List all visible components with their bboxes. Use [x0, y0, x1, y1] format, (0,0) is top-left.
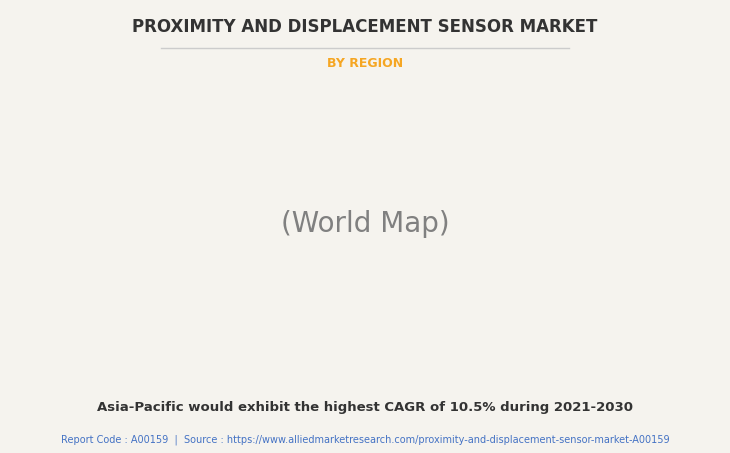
Text: Report Code : A00159  |  Source : https://www.alliedmarketresearch.com/proximity: Report Code : A00159 | Source : https://…: [61, 435, 669, 445]
Text: PROXIMITY AND DISPLACEMENT SENSOR MARKET: PROXIMITY AND DISPLACEMENT SENSOR MARKET: [132, 18, 598, 36]
Text: (World Map): (World Map): [281, 210, 449, 238]
Text: BY REGION: BY REGION: [327, 57, 403, 70]
Text: Asia-Pacific would exhibit the highest CAGR of 10.5% during 2021-2030: Asia-Pacific would exhibit the highest C…: [97, 401, 633, 414]
